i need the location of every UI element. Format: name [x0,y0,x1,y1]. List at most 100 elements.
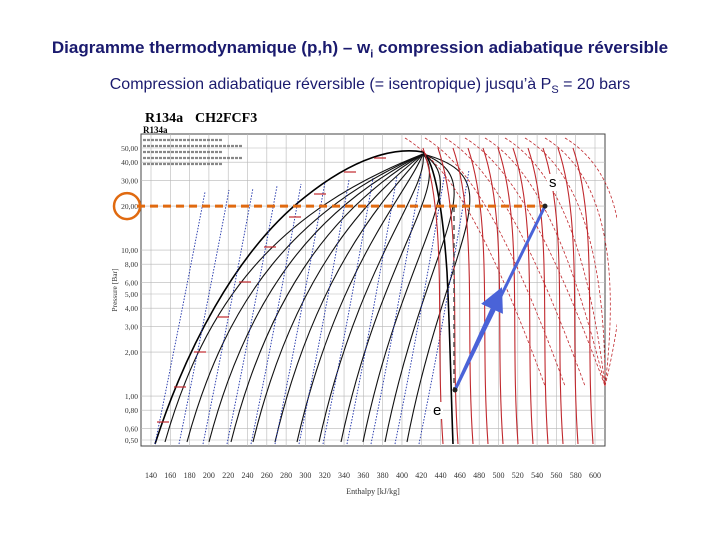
y-tick-label: 5,00 [125,290,138,299]
x-tick-label: 380 [377,471,389,480]
superheated-dashed-curve [464,137,606,387]
y-tick-label: 50,00 [121,144,138,153]
point-e-label: e [431,402,444,419]
isotherm-curve [384,153,455,443]
page-subtitle: Compression adiabatique réversible (= is… [0,76,720,96]
page-title: Diagramme thermodynamique (p,h) – wi com… [0,38,720,60]
x-tick-label: 320 [319,471,331,480]
superheated-isotherm [557,147,579,445]
superheated-isotherm [512,147,534,445]
x-tick-label: 260 [261,471,273,480]
y-tick-label: 10,00 [121,246,138,255]
inset-title: R134a [143,125,168,135]
subtitle-rest: = 20 bars [558,76,631,93]
superheated-dashed-curve [524,137,606,387]
x-tick-label: 180 [184,471,196,480]
saturation-dome [154,150,454,445]
isotherm-lines-superheated [404,137,617,445]
superheated-isotherm [482,147,504,445]
isentrope-curve [322,177,374,445]
superheated-isotherm [497,147,519,445]
x-tick-label: 280 [280,471,292,480]
superheated-isotherm [422,147,444,445]
superheated-isotherm [527,147,549,445]
superheated-isotherm [452,147,474,445]
x-tick-label: 340 [338,471,350,480]
x-tick-label: 200 [203,471,215,480]
x-tick-label: 520 [512,471,524,480]
x-tick-label: 580 [570,471,582,480]
inset-info-box [143,138,243,166]
pressure-20bar-highlight-circle [112,191,142,221]
y-tick-label: 1,00 [125,392,138,401]
isentrope-lines-blue [154,169,470,445]
isotherm-curve [274,153,424,443]
x-tick-label: 240 [242,471,254,480]
y-tick-label: 0,50 [125,436,138,445]
y-tick-label: 2,00 [125,348,138,357]
point-s-dot [542,203,548,209]
plot-frame [140,133,606,447]
x-axis-label: Enthalpy [kJ/kg] [346,487,400,496]
x-tick-label: 560 [550,471,562,480]
y-axis-label: Pressure [Bar] [110,268,119,311]
title-subscript: i [370,48,374,61]
x-tick-label: 540 [531,471,543,480]
y-tick-label: 8,00 [125,260,138,269]
isentrope-curve [274,181,326,445]
title-rest: compression adiabatique réversible [373,38,669,57]
x-tick-label: 400 [396,471,408,480]
isotherm-curve [318,153,424,443]
x-tick-label: 460 [454,471,466,480]
x-tick-label: 300 [299,471,311,480]
isentrope-curve [298,179,350,445]
isentrope-curve [418,169,470,445]
isentrope-curve [154,191,206,445]
temperature-marks [157,157,386,423]
y-tick-label: 30,00 [121,176,138,185]
isentrope-curve [370,173,422,445]
isotherm-curve [362,153,441,443]
isentrope-curve [202,187,254,445]
y-tick-label: 4,00 [125,304,138,313]
isotherm-curve [208,153,424,443]
y-tick-label: 20,00 [121,202,138,211]
y-tick-label: 0,80 [125,406,138,415]
superheated-dashed-curve [404,137,546,387]
isentrope-curve [346,175,398,445]
subtitle-subscript: S [551,84,559,97]
x-tick-label: 160 [164,471,176,480]
subtitle-main: Compression adiabatique réversible (= is… [109,76,552,93]
x-tick-label: 360 [357,471,369,480]
isentrope-curve [226,185,278,445]
point-s-label: s [547,174,559,191]
superheated-dashed-curve [444,137,586,387]
x-tick-label: 220 [222,471,234,480]
isotherm-curve [296,153,424,443]
x-tick-label: 600 [589,471,601,480]
title-main: Diagramme thermodynamique (p,h) – w [51,38,371,57]
point-e-dot [452,387,458,393]
ph-diagram-svg: R134a CH2FCF3 R134a 140 160 180 200 220 240 260 28… [105,102,617,502]
compression-direction-arrow [453,287,503,391]
isotherm-curve [164,153,424,443]
superheated-dashed-curve [424,137,566,387]
isotherm-curve [406,153,471,443]
superheated-dashed-curve [544,137,611,387]
x-tick-label: 480 [473,471,485,480]
y-tick-label: 6,00 [125,278,138,287]
chart-heading-refrigerant: R134a [145,111,183,126]
x-tick-label: 440 [435,471,447,480]
superheated-dashed-curve [484,137,606,387]
x-tick-label: 140 [145,471,157,480]
y-tick-label: 40,00 [121,158,138,167]
x-tick-label: 420 [415,471,427,480]
x-tick-label: 500 [492,471,504,480]
isentrope-curve [178,189,230,445]
y-tick-label: 3,00 [125,322,138,331]
isotherm-curve [186,153,424,443]
ph-diagram: R134a CH2FCF3 R134a 140 160 180 200 220 240 260 28… [105,102,617,502]
superheated-dashed-curve [504,137,606,387]
chart-heading-formula: CH2FCF3 [195,111,257,126]
superheated-isotherm [572,147,594,445]
